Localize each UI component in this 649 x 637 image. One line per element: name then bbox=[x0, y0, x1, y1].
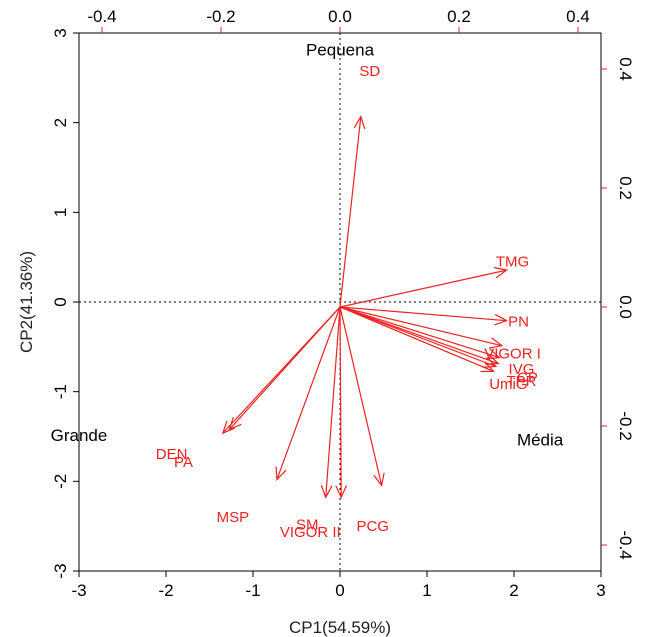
vector-arrowhead bbox=[320, 484, 333, 499]
vector-line bbox=[339, 306, 494, 372]
loading-vector-pcg bbox=[339, 306, 385, 487]
loading-vector-sm bbox=[320, 306, 341, 499]
loading-vector-vigor-i bbox=[339, 306, 504, 349]
bottom-tick-label: -3 bbox=[71, 581, 86, 600]
vector-label: PA bbox=[174, 454, 193, 471]
loading-vector-ivg bbox=[339, 306, 501, 360]
vector-arrowhead bbox=[480, 361, 495, 373]
vector-line bbox=[339, 306, 507, 322]
vector-label: DEN bbox=[156, 446, 188, 463]
axes-layer: -3 -2 -1 0 1 2 3 -3 -2 -1 0 1 2 3 -0.4 -0.2 0.0 0.2 0.4 -0.… bbox=[17, 7, 635, 637]
right-tick-label: -0.2 bbox=[616, 411, 635, 440]
loading-vector-sd bbox=[339, 115, 366, 308]
left-tick-label: 0 bbox=[51, 297, 70, 306]
vector-line bbox=[339, 269, 507, 308]
vector-arrowhead bbox=[493, 266, 509, 279]
vector-label: SD bbox=[359, 63, 380, 80]
loading-vector-tpr bbox=[339, 306, 498, 368]
right-tick-label: 0.4 bbox=[616, 57, 635, 81]
top-tick-label: -0.4 bbox=[87, 7, 116, 26]
vector-line bbox=[339, 306, 500, 359]
vector-label: VIGOR II bbox=[280, 524, 341, 541]
vector-label: PN bbox=[508, 313, 529, 330]
x-axis-title: CP1(54.59%) bbox=[289, 618, 391, 637]
vector-label: PCG bbox=[356, 518, 389, 535]
observation-label-grande: Grande bbox=[51, 426, 108, 445]
top-tick-label: 0.0 bbox=[328, 7, 352, 26]
vector-line bbox=[339, 306, 383, 486]
vector-label: MSP bbox=[217, 509, 250, 526]
left-tick-label: 1 bbox=[51, 208, 70, 217]
left-tick-label: -2 bbox=[51, 474, 70, 489]
y-axis-title: CP2(41.36%) bbox=[17, 251, 36, 353]
vector-label: SM bbox=[296, 516, 319, 533]
vector-line bbox=[339, 306, 342, 498]
vector-label: VIGOR I bbox=[484, 346, 541, 363]
left-tick-label: 2 bbox=[51, 118, 70, 127]
observation-label-pequena: Pequena bbox=[306, 40, 375, 59]
vector-line bbox=[339, 306, 499, 365]
loading-vector-msp bbox=[275, 306, 341, 481]
vector-line bbox=[276, 306, 341, 480]
right-tick-label: -0.4 bbox=[616, 530, 635, 559]
vector-arrowhead bbox=[353, 115, 366, 130]
vector-arrowhead bbox=[221, 420, 235, 435]
loading-vector-tmg bbox=[339, 266, 509, 308]
vector-arrowhead bbox=[488, 337, 504, 349]
vector-label: IVG bbox=[509, 361, 535, 378]
left-tick-label: -3 bbox=[51, 563, 70, 578]
vector-line bbox=[339, 306, 502, 347]
vector-label: CP bbox=[517, 369, 538, 386]
vector-label: UmiG bbox=[489, 376, 527, 393]
vector-arrowhead bbox=[275, 466, 287, 481]
vector-label: TMG bbox=[496, 253, 529, 270]
vector-arrowhead bbox=[494, 313, 509, 326]
bottom-tick-label: 2 bbox=[509, 581, 518, 600]
bottom-tick-label: 1 bbox=[422, 581, 431, 600]
loading-vector-pa bbox=[228, 306, 341, 431]
top-tick-label: 0.2 bbox=[447, 7, 471, 26]
loading-vector-umig bbox=[339, 306, 495, 373]
bottom-tick-label: -2 bbox=[158, 581, 173, 600]
vector-line bbox=[228, 306, 341, 430]
left-tick-label: -1 bbox=[51, 384, 70, 399]
vector-label: TPR bbox=[506, 373, 536, 390]
loading-vector-vigor-ii bbox=[335, 306, 347, 499]
vector-arrowhead bbox=[228, 417, 242, 431]
loading-vector-pn bbox=[339, 306, 509, 326]
top-tick-label: -0.2 bbox=[206, 7, 235, 26]
top-tick-label: 0.4 bbox=[566, 7, 590, 26]
right-tick-label: 0.2 bbox=[616, 176, 635, 200]
left-tick-label: 3 bbox=[51, 28, 70, 37]
bottom-tick-label: 0 bbox=[335, 581, 344, 600]
vector-line bbox=[339, 306, 497, 368]
vector-line bbox=[325, 306, 341, 498]
right-tick-label: 0.0 bbox=[616, 295, 635, 319]
vector-arrowhead bbox=[335, 485, 347, 499]
bottom-tick-label: -1 bbox=[245, 581, 260, 600]
vector-arrowhead bbox=[482, 356, 498, 368]
observation-label-mdia: Média bbox=[517, 430, 564, 449]
bottom-tick-label: 3 bbox=[596, 581, 605, 600]
vector-arrowhead bbox=[486, 348, 501, 360]
vector-line bbox=[339, 116, 362, 308]
vectors-layer bbox=[221, 115, 509, 499]
vector-arrowhead bbox=[373, 472, 385, 487]
